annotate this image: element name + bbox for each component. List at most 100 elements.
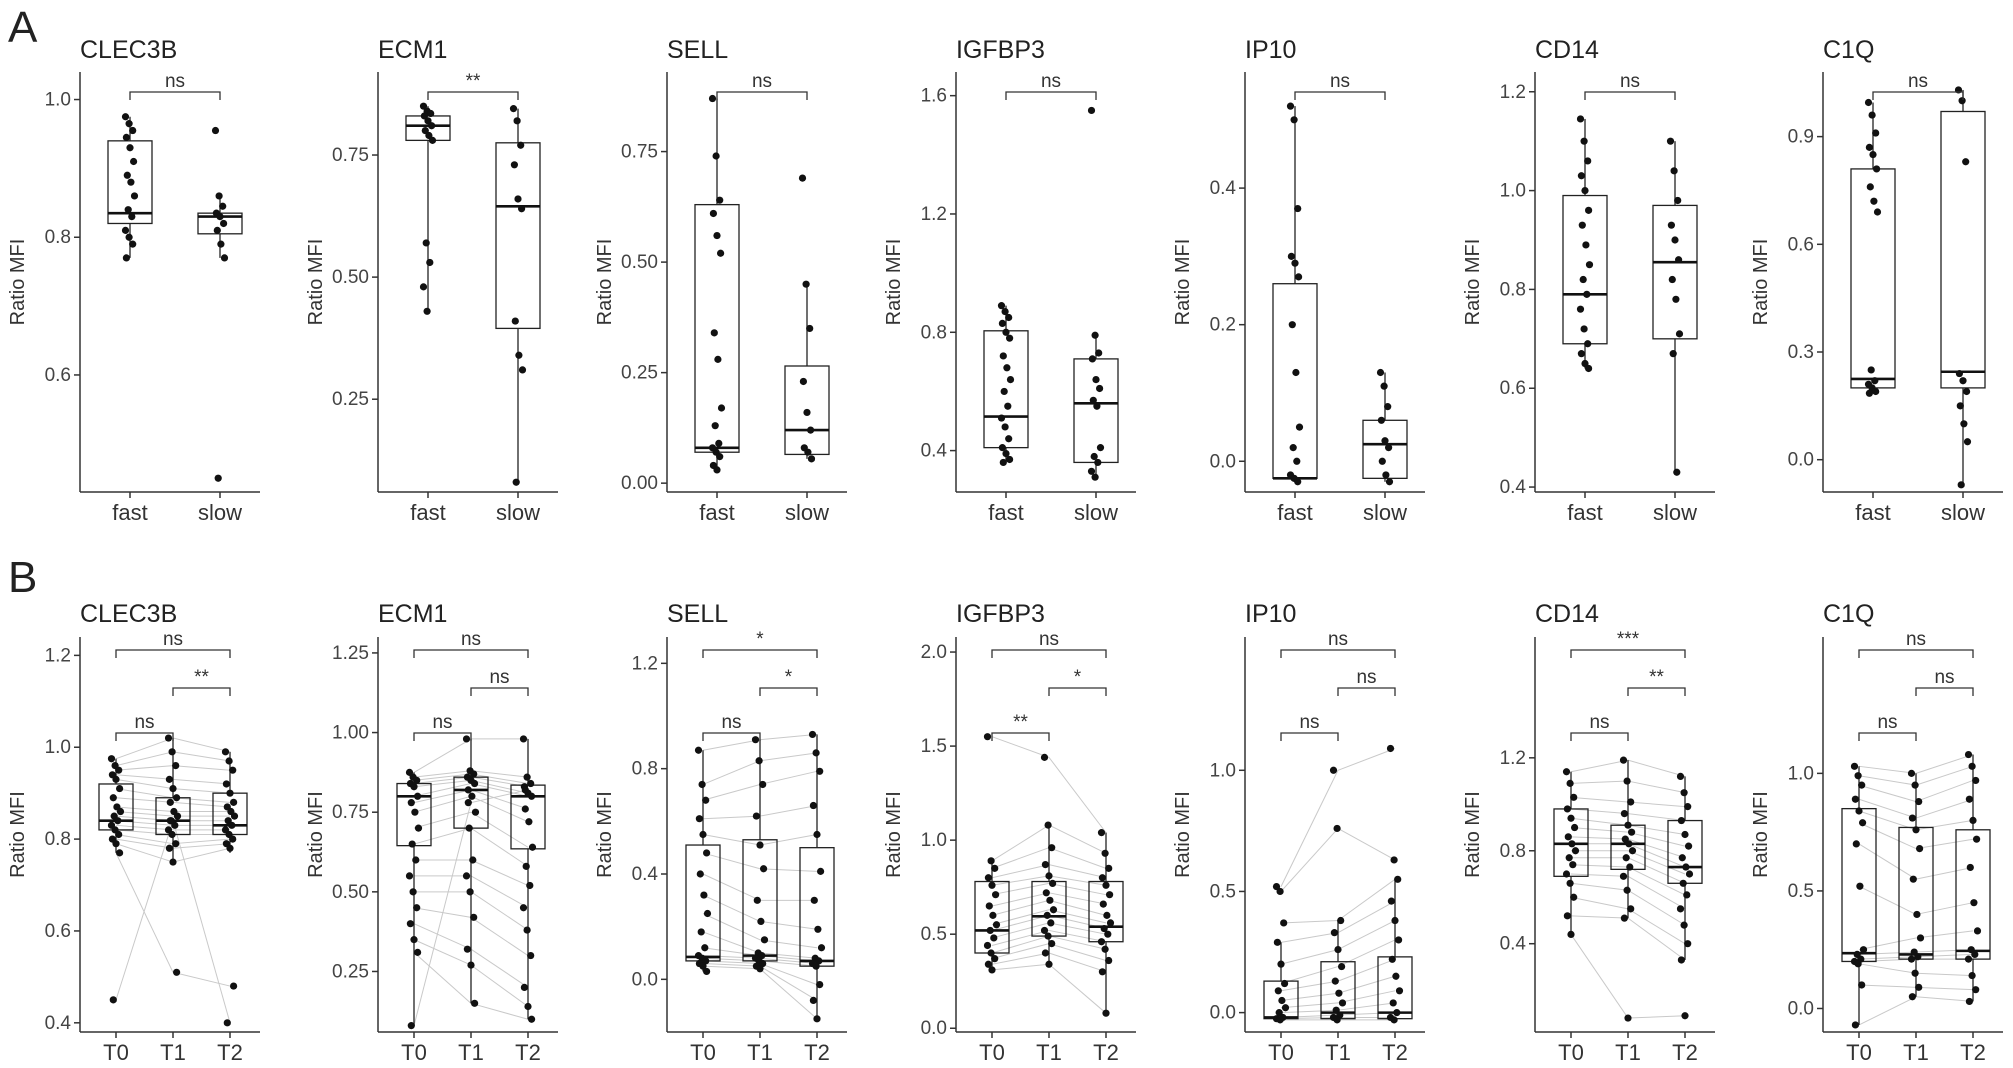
significance-label: ns xyxy=(1589,712,1609,733)
data-point xyxy=(988,966,996,974)
paired-line xyxy=(1858,784,1917,803)
data-point xyxy=(411,808,419,816)
data-point xyxy=(1290,116,1298,124)
significance-bracket xyxy=(1915,687,1974,696)
data-point xyxy=(1568,840,1576,848)
data-point xyxy=(116,807,125,816)
y-tick-label: 0.4 xyxy=(45,1013,72,1034)
data-point xyxy=(523,926,531,934)
data-point xyxy=(1624,821,1632,829)
data-point xyxy=(1386,744,1395,753)
data-point xyxy=(1678,854,1686,862)
paired-line xyxy=(1627,813,1686,822)
x-tick-label: slow xyxy=(1074,500,1118,525)
paired-line xyxy=(172,820,231,1023)
data-point xyxy=(527,779,535,788)
data-point xyxy=(813,830,821,839)
data-point xyxy=(1041,860,1049,869)
data-point xyxy=(512,478,520,486)
data-point xyxy=(1101,945,1109,953)
y-tick-label: 0.4 xyxy=(1500,477,1527,498)
data-point xyxy=(999,352,1007,360)
data-point xyxy=(1666,137,1675,145)
paired-line xyxy=(470,779,529,794)
paired-line xyxy=(1627,850,1686,875)
data-point xyxy=(703,909,712,918)
data-point xyxy=(1972,776,1980,785)
y-tick-label: 1.0 xyxy=(45,90,71,111)
paired-line xyxy=(1048,875,1107,886)
data-point xyxy=(696,870,704,878)
data-point xyxy=(806,324,814,333)
data-point xyxy=(1382,471,1390,479)
data-point xyxy=(464,799,472,807)
data-point xyxy=(1865,143,1873,151)
y-tick-label: 1.2 xyxy=(45,645,71,666)
data-point xyxy=(1385,478,1394,486)
data-point xyxy=(998,444,1007,452)
data-point xyxy=(1675,330,1684,338)
data-point xyxy=(164,734,173,742)
paired-line xyxy=(1337,1002,1396,1011)
significance-label: ns xyxy=(1328,629,1348,650)
data-point xyxy=(1854,960,1862,968)
paired-line xyxy=(470,891,529,931)
data-point xyxy=(713,231,721,240)
data-point xyxy=(1583,290,1591,298)
paired-line xyxy=(1915,953,1974,958)
paired-line xyxy=(172,838,231,845)
significance-bracket xyxy=(115,649,231,658)
data-point xyxy=(1088,355,1096,363)
data-point xyxy=(1100,924,1108,933)
y-tick-label: 1.0 xyxy=(1210,760,1236,781)
x-tick-label: slow xyxy=(198,500,242,525)
paired-line xyxy=(1627,875,1686,910)
data-point xyxy=(1089,396,1097,404)
data-point xyxy=(807,426,815,434)
data-point xyxy=(1048,939,1056,948)
data-point xyxy=(1001,423,1009,431)
y-tick-label: 0.4 xyxy=(1210,178,1237,199)
paired-line xyxy=(1280,920,1339,924)
significance-bracket xyxy=(1280,732,1339,741)
data-point xyxy=(799,377,808,386)
data-point xyxy=(1585,261,1594,269)
data-point xyxy=(166,817,174,825)
data-point xyxy=(1005,313,1013,322)
data-point xyxy=(463,945,471,953)
x-tick-label: T0 xyxy=(690,1040,716,1065)
data-point xyxy=(1619,872,1628,880)
significance-label: ns xyxy=(1299,712,1319,733)
paired-line xyxy=(1337,920,1396,951)
data-point xyxy=(1676,772,1685,781)
significance-bracket xyxy=(1584,91,1676,100)
data-point xyxy=(1868,111,1876,119)
data-point xyxy=(1566,879,1574,887)
significance-label: * xyxy=(1074,667,1082,688)
data-point xyxy=(1098,968,1106,976)
paired-line xyxy=(413,939,472,966)
paired-line xyxy=(413,811,472,829)
plots-container: CLEC3B 0.6 0.8 1.0 Ratio MFI fast slow ns ECM1 0.… xyxy=(7,36,2003,1065)
paired-line xyxy=(1048,892,1107,905)
x-tick-label: T1 xyxy=(1036,1040,1062,1065)
paired-line xyxy=(991,963,1050,971)
data-point xyxy=(428,136,437,144)
y-axis-label: Ratio MFI xyxy=(594,791,616,878)
data-point xyxy=(1672,295,1680,303)
paired-line xyxy=(413,795,472,813)
data-point xyxy=(1333,824,1341,833)
x-tick-label: T0 xyxy=(401,1040,427,1065)
data-point xyxy=(1569,861,1577,869)
data-point xyxy=(217,240,225,248)
data-point xyxy=(169,784,177,793)
significance-label: *** xyxy=(1617,629,1640,650)
data-point xyxy=(991,955,999,963)
x-tick-label: T0 xyxy=(1268,1040,1294,1065)
data-point xyxy=(759,780,767,789)
data-point xyxy=(1627,905,1635,913)
data-point xyxy=(1870,197,1878,205)
data-point xyxy=(1047,919,1055,927)
data-point xyxy=(1098,874,1106,882)
data-point xyxy=(717,404,726,412)
